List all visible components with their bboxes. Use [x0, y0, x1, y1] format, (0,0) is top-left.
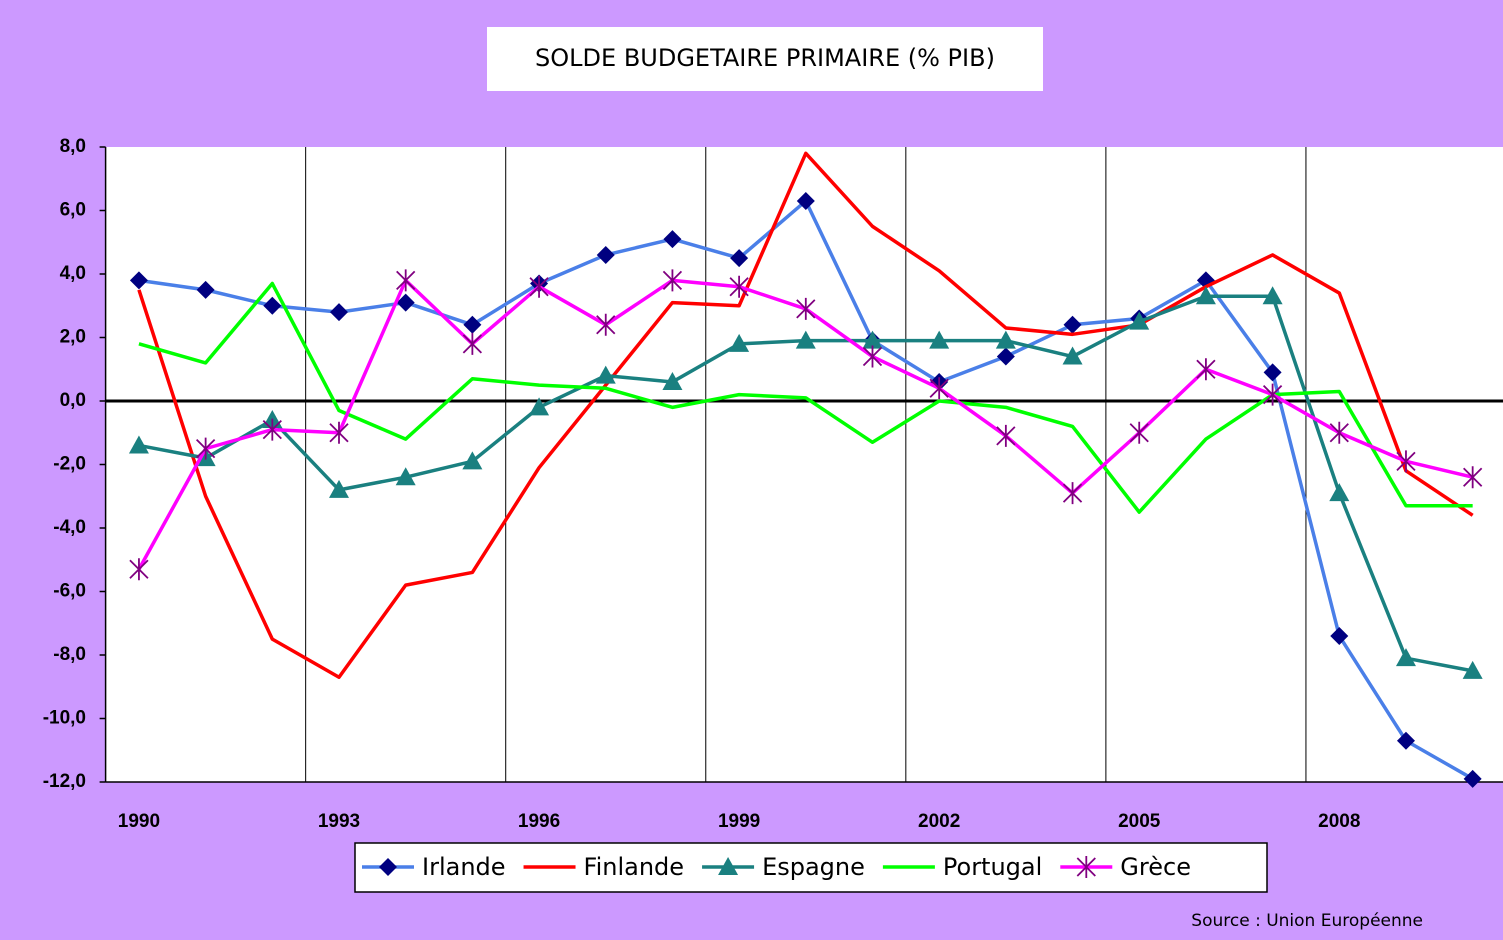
data-point: [1462, 660, 1483, 679]
x-tick-label: 2005: [1118, 811, 1161, 832]
data-point: [796, 297, 816, 320]
x-tick-label: 2008: [1318, 811, 1360, 832]
data-point: [195, 437, 216, 460]
y-tick-label: -12,0: [43, 771, 86, 792]
data-point: [396, 293, 415, 312]
source-note: Source : Union Européenne: [1191, 911, 1423, 931]
data-point: [1396, 731, 1415, 750]
y-tick-label: 4,0: [60, 263, 86, 284]
data-point: [1262, 383, 1283, 406]
data-point: [1329, 421, 1349, 444]
data-point: [1263, 363, 1282, 382]
data-point: [128, 435, 149, 454]
data-point: [1329, 483, 1350, 502]
legend-label: Finlande: [584, 853, 685, 881]
x-tick-label: 1993: [318, 811, 360, 832]
series-line: [138, 281, 1473, 514]
data-point: [862, 330, 883, 349]
y-tick-label: 8,0: [60, 136, 86, 157]
legend-marker: [379, 858, 397, 876]
data-point: [596, 245, 615, 264]
y-tick-label: -8,0: [53, 644, 86, 665]
x-tick-label: 2002: [918, 811, 960, 832]
data-point: [1395, 648, 1416, 667]
data-point: [1463, 769, 1482, 788]
data-point: [929, 330, 950, 349]
y-tick-label: -10,0: [43, 708, 86, 729]
data-point: [996, 347, 1015, 366]
data-point: [1262, 286, 1283, 305]
legend-label: Irlande: [422, 853, 506, 881]
data-point: [662, 269, 683, 292]
data-point: [329, 421, 349, 444]
data-point: [396, 269, 416, 292]
data-point: [1195, 286, 1216, 305]
data-point: [263, 296, 282, 315]
data-point: [462, 332, 483, 355]
x-tick-label: 1999: [718, 811, 760, 832]
data-point: [330, 303, 348, 322]
data-point: [462, 451, 483, 470]
y-tick-label: 6,0: [60, 200, 86, 221]
data-point: [663, 230, 682, 249]
data-point: [729, 333, 750, 352]
data-point: [395, 467, 416, 486]
data-point: [196, 280, 215, 299]
data-point: [862, 345, 883, 368]
data-point: [329, 479, 349, 498]
data-point: [730, 249, 749, 268]
data-point: [929, 377, 949, 400]
data-point: [529, 397, 550, 416]
data-point: [662, 371, 683, 390]
title-box: [487, 27, 1043, 91]
legend-marker: [1076, 856, 1096, 878]
legend-box: [354, 842, 1268, 893]
data-point: [529, 275, 549, 298]
data-point: [1396, 450, 1416, 473]
data-point: [795, 330, 816, 349]
data-point: [729, 275, 749, 298]
legend-label: Espagne: [762, 853, 865, 881]
y-tick-label: 0,0: [60, 390, 86, 411]
y-tick-label: -4,0: [53, 517, 86, 538]
x-tick-label: 1996: [518, 811, 560, 832]
data-point: [129, 558, 149, 581]
data-point: [1129, 311, 1150, 330]
data-point: [1063, 315, 1082, 334]
x-tick-label: 1990: [118, 811, 160, 832]
data-point: [1129, 421, 1149, 444]
legend-label: Portugal: [943, 853, 1042, 881]
data-point: [996, 424, 1016, 447]
data-point: [463, 315, 482, 334]
legend-label: Grèce: [1120, 853, 1191, 881]
chart-title: SOLDE BUDGETAIRE PRIMAIRE (% PIB): [535, 44, 995, 72]
data-point: [1196, 358, 1216, 381]
series-line: [137, 151, 1474, 679]
data-point: [262, 418, 282, 441]
data-point: [1330, 626, 1349, 645]
data-point: [129, 271, 148, 290]
y-tick-label: -2,0: [53, 454, 86, 475]
data-point: [796, 191, 815, 210]
data-point: [1062, 482, 1083, 505]
data-point: [1062, 346, 1083, 365]
y-tick-label: -6,0: [53, 581, 86, 602]
data-point: [595, 365, 616, 384]
legend-marker: [718, 857, 739, 875]
y-tick-label: 2,0: [60, 327, 86, 348]
data-point: [995, 330, 1016, 349]
data-point: [1463, 466, 1483, 489]
data-point: [596, 313, 616, 336]
